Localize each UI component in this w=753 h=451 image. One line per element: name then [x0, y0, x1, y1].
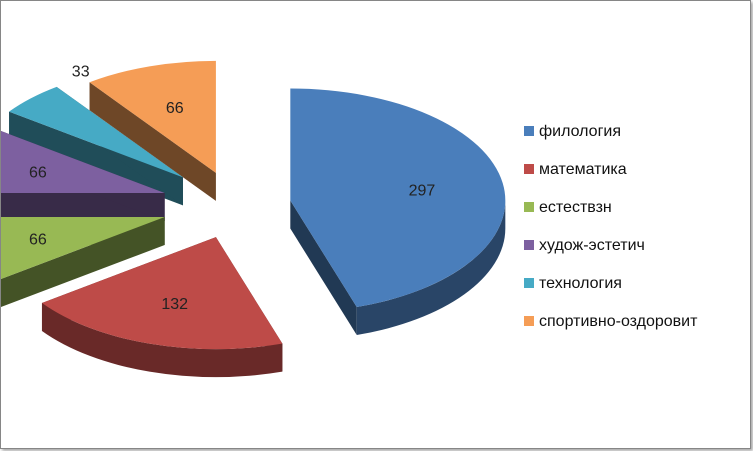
legend-item-2: естествзн: [524, 199, 612, 216]
pie-slice-0: [290, 88, 506, 336]
pie-slice-1: [41, 237, 283, 378]
data-label-2: 66: [29, 232, 47, 249]
pie-slice-top: [9, 86, 183, 178]
pie-slice-top: [1, 131, 165, 193]
legend-swatch: [524, 278, 534, 288]
pie-slice-2: [1, 217, 165, 307]
pie-slice-top: [1, 217, 165, 279]
pie-slice-3: [1, 131, 165, 221]
pie-slice-5: [89, 60, 216, 201]
pie-slice-wall: [9, 111, 183, 206]
legend-item-5: спортивно-оздоровит: [524, 313, 698, 330]
pie-slice-top: [41, 237, 283, 350]
legend-item-1: математика: [524, 161, 627, 178]
legend-item-4: технология: [524, 275, 622, 292]
pie-slice-wall: [89, 82, 216, 201]
legend-label: естествзн: [539, 199, 612, 216]
legend-label: технология: [539, 275, 622, 292]
legend-swatch: [524, 316, 534, 326]
data-label-4: 33: [72, 63, 90, 80]
legend-swatch: [524, 164, 534, 174]
pie-slice-rim: [356, 200, 506, 336]
legend-swatch: [524, 126, 534, 136]
legend-label: худож-эстетич: [539, 237, 645, 254]
data-label-1: 132: [161, 296, 188, 313]
data-label-5: 66: [166, 100, 184, 117]
legend-item-0: филология: [524, 123, 621, 140]
pie-slice-top: [89, 60, 216, 173]
legend-label: спортивно-оздоровит: [539, 313, 698, 330]
pie-slice-wall: [290, 200, 357, 336]
data-label-0: 297: [409, 183, 436, 200]
pie-slice-top: [290, 88, 506, 308]
legend-item-3: худож-эстетич: [524, 237, 645, 254]
legend-swatch: [524, 202, 534, 212]
legend-label: филология: [539, 123, 621, 140]
pie-slice-4: [9, 86, 183, 206]
legend-swatch: [524, 240, 534, 250]
legend-label: математика: [539, 161, 627, 178]
data-label-3: 66: [29, 164, 47, 181]
pie-slice-rim: [41, 302, 283, 378]
